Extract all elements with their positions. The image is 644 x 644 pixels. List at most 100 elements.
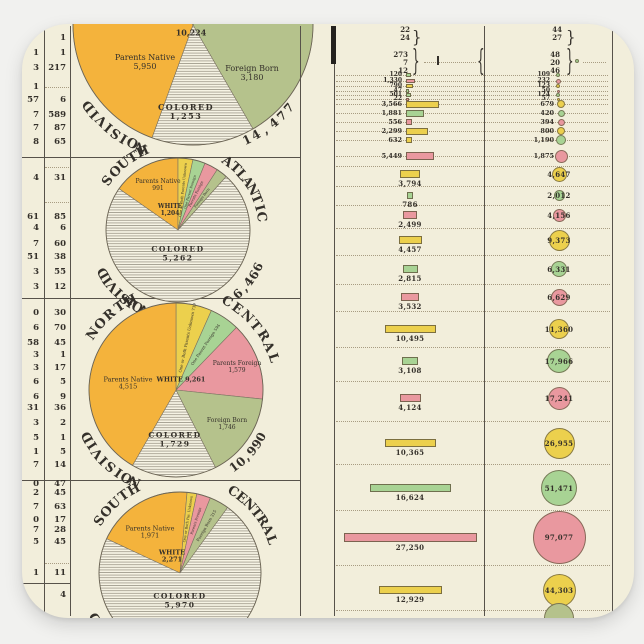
pie-slice-green	[192, 24, 194, 26]
circle-mark	[555, 78, 561, 84]
dotted-gridline	[336, 122, 608, 123]
ledger-cell: 31	[27, 403, 39, 413]
brace-value: 46	[550, 66, 560, 75]
ledger-cell: 4	[60, 590, 66, 600]
circle-label: 123	[537, 82, 550, 89]
grid-vline	[70, 26, 71, 616]
circle-label: 17,966	[544, 357, 574, 366]
ledger-cell: 45	[54, 488, 66, 498]
pie-label: COLORED 5,970	[153, 591, 207, 609]
ledger-cell: 65	[54, 137, 66, 147]
pie-label: Parents Foreign 1,579	[212, 360, 262, 374]
ledger-cell: 85	[54, 212, 66, 222]
circle-mark	[556, 89, 560, 93]
ledger-cell: 6	[60, 95, 66, 105]
circle-mark	[556, 73, 560, 77]
grid-vline	[484, 26, 485, 616]
bar	[369, 484, 451, 492]
pie-label: 10,224	[175, 27, 207, 38]
bar-label: 3,532	[398, 302, 422, 311]
bar-label: 790	[389, 82, 402, 89]
circle-label: 51,471	[544, 484, 574, 493]
circle-mark	[542, 573, 576, 607]
dotted-gridline	[424, 62, 476, 63]
dotted-gridline	[45, 563, 69, 564]
bar	[384, 439, 436, 447]
circle-label: 57	[541, 95, 550, 102]
brace-value: 12	[398, 66, 408, 75]
pie-chart	[88, 302, 264, 478]
ledger-cell: 31	[54, 173, 66, 183]
brace-glyph: }	[412, 27, 422, 47]
dotted-gridline	[336, 311, 610, 312]
brace-glyph: {	[477, 44, 485, 78]
bar	[406, 109, 424, 117]
ledger-cell: 6	[33, 323, 39, 333]
bar	[406, 137, 412, 143]
ledger-cell: 5	[60, 377, 66, 387]
ledger-cell: 57	[27, 95, 39, 105]
ledger-cell: 5	[33, 537, 39, 547]
bar-label: 22	[393, 95, 402, 102]
ledger-cell: 14	[54, 460, 66, 470]
bar-label: 4,124	[398, 403, 422, 412]
bar-label: 2,815	[398, 274, 422, 283]
ledger-cell: 5	[60, 447, 66, 457]
dotted-gridline	[583, 62, 606, 63]
bar-label: 501	[389, 91, 402, 98]
grid-vline	[44, 26, 45, 616]
dotted-gridline	[336, 99, 608, 100]
bar-label: 10,365	[395, 448, 425, 457]
ledger-cell: 87	[54, 123, 66, 133]
ledger-cell: 1	[33, 82, 39, 92]
ledger-cell: 3	[33, 363, 39, 373]
bar	[398, 236, 422, 244]
bar-label: 3,794	[398, 179, 422, 188]
ledger-cell: 1	[33, 447, 39, 457]
tally-tick	[437, 56, 439, 65]
ledger-cell: 3	[33, 418, 39, 428]
ledger-cell: 3	[33, 63, 39, 73]
dotted-gridline	[336, 75, 608, 76]
ledger-cell: 2	[33, 488, 39, 498]
circle-mark	[556, 84, 560, 88]
bar-label: 16,624	[395, 493, 425, 502]
bar	[406, 73, 411, 77]
ledger-cell: 1	[60, 433, 66, 443]
bar	[406, 100, 439, 108]
ledger-cell: 3	[33, 282, 39, 292]
ledger-cell: 217	[48, 63, 66, 73]
pie-chart	[72, 24, 314, 146]
pie-label: COLORED 1,729	[148, 430, 202, 448]
circle-label: 17,241	[544, 394, 574, 403]
ledger-cell: 4	[33, 223, 39, 233]
ledger-cell: 5	[33, 433, 39, 443]
ledger-cell: 1	[60, 48, 66, 58]
ledger-cell: 4	[33, 173, 39, 183]
dotted-gridline	[336, 228, 610, 229]
ledger-cell: 61	[27, 212, 39, 222]
bar	[402, 265, 418, 273]
circle-label: 50	[541, 87, 550, 94]
bar	[378, 586, 442, 594]
ledger-cell: 0	[33, 308, 39, 318]
bar-label: 2,299	[381, 127, 402, 135]
circle-label: 97,077	[544, 533, 574, 542]
brace-value: 7	[403, 58, 408, 67]
grid-vline	[334, 26, 335, 616]
circle-mark	[543, 427, 575, 459]
dotted-gridline	[336, 156, 608, 157]
ledger-cell: 47	[54, 479, 66, 489]
circle-label: 232	[537, 77, 550, 84]
grid-vline	[612, 26, 613, 616]
brace-glyph: }	[566, 27, 576, 47]
pie-label: COLORED 1,253	[157, 101, 215, 121]
pie-chart	[105, 157, 251, 303]
circle-mark	[557, 118, 565, 126]
ledger-cell: 45	[54, 537, 66, 547]
bar-label: 2,499	[398, 220, 422, 229]
circle-mark	[554, 149, 568, 163]
circle-label: 26,955	[544, 439, 574, 448]
bar	[343, 532, 477, 542]
